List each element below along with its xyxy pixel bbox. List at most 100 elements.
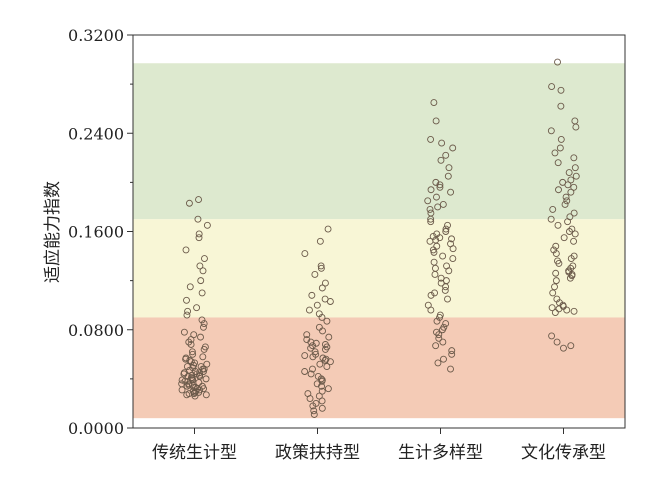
data-point xyxy=(199,267,207,275)
data-point xyxy=(306,395,314,402)
data-point xyxy=(448,350,456,358)
data-point xyxy=(321,345,329,353)
data-point xyxy=(551,283,558,291)
data-point xyxy=(445,164,453,172)
data-point xyxy=(444,221,451,229)
data-point xyxy=(313,301,321,309)
data-point xyxy=(563,306,571,314)
data-point xyxy=(567,188,575,196)
data-point xyxy=(571,230,579,238)
data-point xyxy=(566,228,573,235)
data-point xyxy=(188,348,196,356)
series-0 xyxy=(178,196,211,400)
data-point xyxy=(321,279,329,287)
data-point xyxy=(557,102,565,110)
x-tick-label: 政策扶持型 xyxy=(275,443,360,463)
band-medium xyxy=(133,219,625,318)
data-point xyxy=(319,354,327,362)
data-point xyxy=(439,326,446,334)
data-point xyxy=(444,295,451,303)
data-point xyxy=(448,347,456,355)
data-point xyxy=(552,242,560,250)
data-point xyxy=(570,154,578,162)
data-point xyxy=(318,397,326,405)
data-point xyxy=(183,296,190,304)
data-point xyxy=(433,317,441,325)
data-point xyxy=(570,209,578,217)
x-tick-label: 文化传承型 xyxy=(521,443,606,463)
data-point xyxy=(557,86,565,94)
data-point xyxy=(427,135,435,143)
data-point xyxy=(200,345,208,353)
data-point xyxy=(199,353,207,361)
data-point xyxy=(200,320,208,328)
data-point xyxy=(434,203,442,211)
data-point xyxy=(188,371,196,379)
data-point xyxy=(424,197,432,205)
data-point xyxy=(324,225,332,233)
data-point xyxy=(449,255,457,262)
data-point xyxy=(199,323,207,331)
data-point xyxy=(433,193,440,201)
data-point xyxy=(317,264,325,272)
data-point xyxy=(427,215,435,223)
data-point xyxy=(562,193,570,201)
data-point xyxy=(548,304,556,312)
data-point xyxy=(427,306,435,314)
data-point xyxy=(566,274,574,282)
data-point xyxy=(326,298,334,305)
data-point xyxy=(571,164,579,172)
data-point xyxy=(197,333,204,341)
y-axis-label: 适应能力指数 xyxy=(43,181,63,283)
data-point xyxy=(442,228,450,235)
y-tick-label: 0.1600 xyxy=(68,223,124,242)
data-point xyxy=(439,201,447,208)
data-point xyxy=(432,342,440,350)
data-point xyxy=(310,407,318,415)
data-point xyxy=(549,289,557,297)
data-point xyxy=(317,262,325,270)
data-point xyxy=(567,176,575,184)
data-point xyxy=(563,197,571,205)
data-point xyxy=(426,237,434,245)
data-point xyxy=(426,205,434,213)
data-point xyxy=(561,201,569,208)
data-point xyxy=(564,218,572,226)
data-point xyxy=(439,252,447,260)
data-point xyxy=(185,338,193,346)
data-point xyxy=(323,363,331,371)
data-point xyxy=(552,269,560,277)
data-point xyxy=(431,271,439,278)
x-tick-label: 生计多样型 xyxy=(398,443,483,463)
data-point xyxy=(437,279,445,287)
data-point xyxy=(433,242,441,250)
x-axis: 传统生计型 政策扶持型 生计多样型 文化传承型 xyxy=(152,428,606,463)
data-point xyxy=(318,284,326,292)
data-point xyxy=(195,230,203,238)
data-point xyxy=(568,225,576,233)
y-tick-label: 0.2400 xyxy=(68,124,124,143)
data-point xyxy=(551,149,559,157)
data-point xyxy=(303,331,311,339)
data-point xyxy=(305,306,313,314)
data-point xyxy=(309,402,317,410)
data-point xyxy=(437,156,445,164)
data-point xyxy=(549,205,557,213)
data-point xyxy=(548,83,556,91)
data-point xyxy=(570,183,578,191)
data-point xyxy=(448,235,455,243)
data-point xyxy=(316,237,324,245)
data-point xyxy=(427,291,435,299)
data-point xyxy=(189,376,197,384)
y-tick-label: 0.0800 xyxy=(68,321,124,340)
data-point xyxy=(555,305,563,313)
y-tick-label: 0.0000 xyxy=(68,419,124,438)
data-point xyxy=(551,309,559,317)
data-point xyxy=(564,181,572,189)
data-point xyxy=(301,368,309,375)
data-point xyxy=(554,159,562,167)
series-1 xyxy=(301,225,334,418)
data-point xyxy=(555,259,563,267)
data-point xyxy=(187,358,195,366)
